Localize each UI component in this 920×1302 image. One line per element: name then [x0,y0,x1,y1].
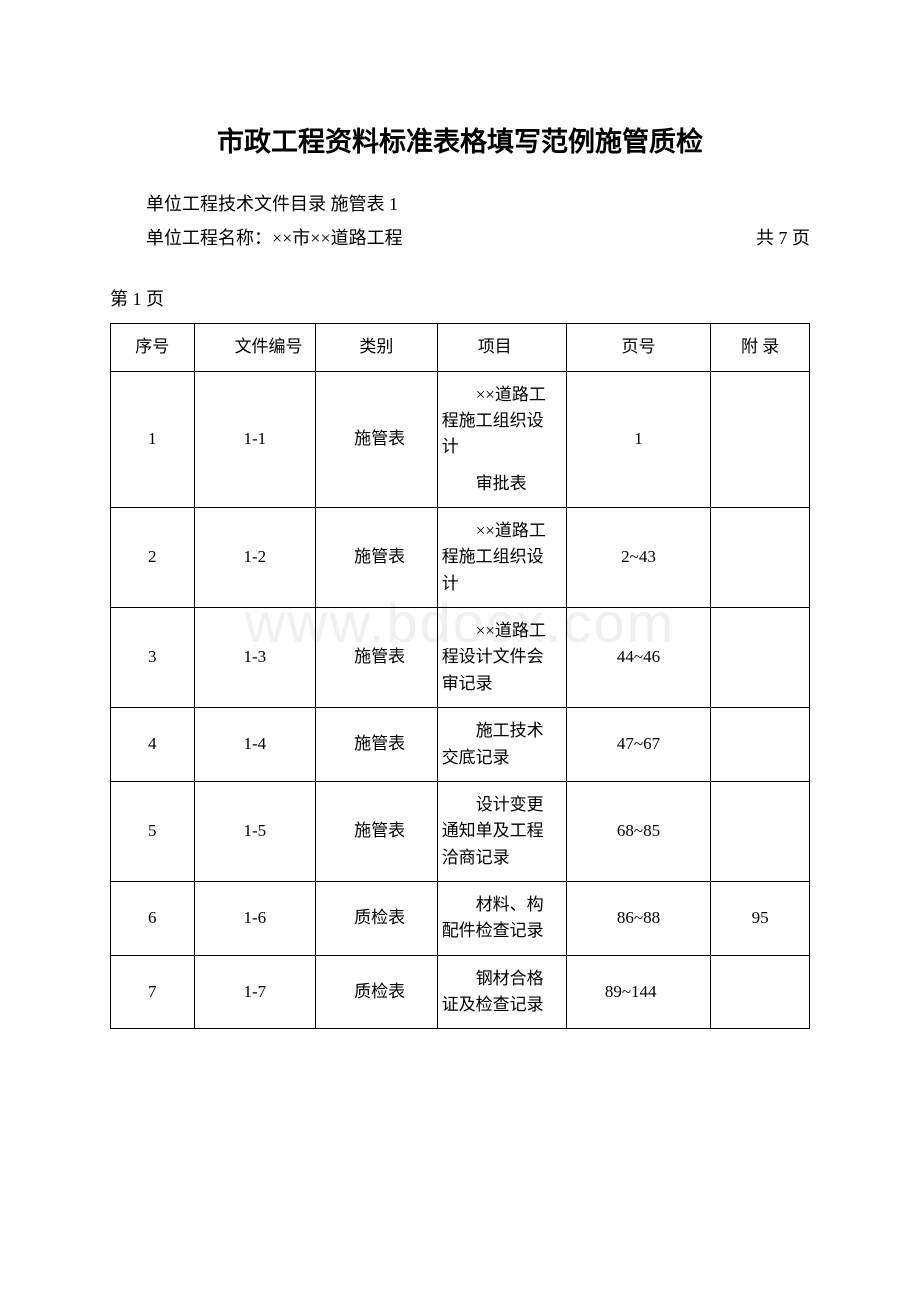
cell-appendix [711,708,810,782]
cell-item: ××道路工程施工组织设计 审批表 [437,371,566,507]
cell-seq: 2 [111,508,195,608]
cell-docno: 1-4 [194,708,316,782]
cell-appendix: 95 [711,881,810,955]
cell-appendix [711,371,810,507]
catalog-table: 序号 文件编号 类别 项目 页号 附 录 1 1-1 施管表 ××道路工程施工组… [110,323,810,1029]
cell-category: 质检表 [316,955,438,1029]
header-item: 项目 [437,324,566,371]
table-row: 2 1-2 施管表 ××道路工程施工组织设计 2~43 [111,508,810,608]
cell-docno: 1-1 [194,371,316,507]
cell-docno: 1-6 [194,881,316,955]
cell-pageno: 89~144 [566,955,710,1029]
table-row: 7 1-7 质检表 钢材合格证及检查记录 89~144 [111,955,810,1029]
subtitle: 单位工程技术文件目录 施管表 1 [110,187,810,221]
project-name: ××市××道路工程 [272,228,403,248]
table-header-row: 序号 文件编号 类别 项目 页号 附 录 [111,324,810,371]
cell-pageno: 68~85 [566,781,710,881]
table-row: 1 1-1 施管表 ××道路工程施工组织设计 审批表 1 [111,371,810,507]
cell-category: 施管表 [316,708,438,782]
cell-docno: 1-2 [194,508,316,608]
cell-seq: 1 [111,371,195,507]
table-row: 4 1-4 施管表 施工技术交底记录 47~67 [111,708,810,782]
cell-item: 施工技术交底记录 [437,708,566,782]
cell-docno: 1-3 [194,608,316,708]
cell-appendix [711,608,810,708]
cell-docno: 1-5 [194,781,316,881]
cell-pageno: 86~88 [566,881,710,955]
table-row: 3 1-3 施管表 ××道路工程设计文件会审记录 44~46 [111,608,810,708]
cell-category: 质检表 [316,881,438,955]
total-pages: 共 7 页 [756,221,810,255]
cell-seq: 7 [111,955,195,1029]
cell-pageno: 2~43 [566,508,710,608]
header-appendix: 附 录 [711,324,810,371]
cell-appendix [711,508,810,608]
cell-appendix [711,781,810,881]
cell-seq: 3 [111,608,195,708]
current-page: 第 1 页 [110,285,810,311]
cell-pageno: 47~67 [566,708,710,782]
cell-seq: 4 [111,708,195,782]
meta-row: 单位工程名称：××市××道路工程 共 7 页 [110,221,810,255]
header-pageno: 页号 [566,324,710,371]
cell-seq: 5 [111,781,195,881]
cell-appendix [711,955,810,1029]
cell-category: 施管表 [316,371,438,507]
cell-category: 施管表 [316,781,438,881]
table-row: 5 1-5 施管表 设计变更通知单及工程洽商记录 68~85 [111,781,810,881]
table-body: 1 1-1 施管表 ××道路工程施工组织设计 审批表 1 2 1-2 施管表 ×… [111,371,810,1029]
cell-category: 施管表 [316,608,438,708]
cell-item: 材料、构配件检查记录 [437,881,566,955]
cell-pageno: 1 [566,371,710,507]
project-label: 单位工程名称： [146,228,272,248]
cell-item: 钢材合格证及检查记录 [437,955,566,1029]
header-category: 类别 [316,324,438,371]
cell-pageno: 44~46 [566,608,710,708]
cell-item: ××道路工程设计文件会审记录 [437,608,566,708]
table-row: 6 1-6 质检表 材料、构配件检查记录 86~88 95 [111,881,810,955]
cell-item: 设计变更通知单及工程洽商记录 [437,781,566,881]
cell-item: ××道路工程施工组织设计 [437,508,566,608]
project-info: 单位工程名称：××市××道路工程 [110,221,403,255]
header-seq: 序号 [111,324,195,371]
cell-category: 施管表 [316,508,438,608]
cell-seq: 6 [111,881,195,955]
cell-docno: 1-7 [194,955,316,1029]
document-title: 市政工程资料标准表格填写范例施管质检 [110,120,810,159]
header-docno: 文件编号 [194,324,316,371]
